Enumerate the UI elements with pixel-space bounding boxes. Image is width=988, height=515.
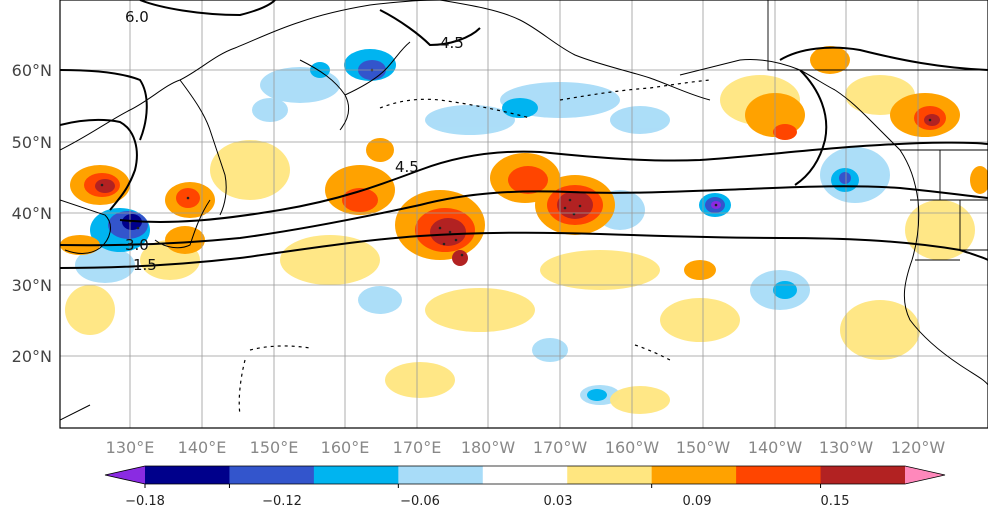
lon-tick-label: 160°W: [605, 438, 660, 457]
colorbar-tick-label: 0.09: [683, 494, 712, 509]
lon-tick-label: 170°W: [533, 438, 588, 457]
lon-tick-label: 130°E: [106, 438, 155, 457]
plot-frame: [59, 0, 988, 429]
colorbar-segment: [145, 466, 230, 484]
lon-tick-label: 130°W: [819, 438, 874, 457]
colorbar-tick-label: 0.03: [544, 494, 573, 509]
contour-label: 4.5: [395, 158, 419, 176]
lon-tick-label: 150°W: [676, 438, 731, 457]
contour-label: 6.0: [125, 8, 149, 26]
lat-tick-label: 40°N: [12, 204, 52, 223]
lon-tick-label: 140°W: [748, 438, 803, 457]
map-area: [60, 0, 988, 428]
contour-label: 1.5: [133, 256, 157, 274]
political-borders: [767, 0, 988, 261]
colorbar-segment: [820, 466, 906, 484]
colorbar-extend-max: [905, 466, 945, 484]
lon-tick-label: 160°E: [321, 438, 370, 457]
colorbar-tick-label: −0.18: [125, 494, 165, 509]
longitude-axis: 130°E 140°E 150°E 160°E 170°E 180°W 170°…: [106, 438, 946, 457]
colorbar-segment: [482, 466, 568, 484]
anomaly-shading: [60, 46, 988, 414]
colorbar-segment: [229, 466, 315, 484]
lon-tick-label: 150°E: [250, 438, 299, 457]
lat-tick-label: 20°N: [12, 347, 52, 366]
lat-tick-label: 30°N: [12, 276, 52, 295]
colorbar-tick-labels: −0.18 −0.12 −0.06 0.03 0.09 0.15: [125, 494, 849, 509]
coastlines: [60, 0, 988, 421]
lon-tick-label: 120°W: [891, 438, 946, 457]
colorbar-segment: [651, 466, 737, 484]
colorbar-extend-min: [105, 466, 145, 484]
island-chains: [238, 79, 711, 416]
lat-tick-label: 50°N: [12, 133, 52, 152]
lon-tick-label: 170°E: [393, 438, 442, 457]
lat-tick-label: 60°N: [12, 61, 52, 80]
colorbar-segment: [313, 466, 399, 484]
colorbar-tick-label: −0.12: [262, 494, 302, 509]
colorbar-segment: [567, 466, 653, 484]
lon-tick-label: 180°W: [461, 438, 516, 457]
colorbar: [104, 465, 946, 488]
contour-label: 3.0: [125, 236, 149, 254]
contour-lines: [60, 0, 988, 269]
contour-label: 4.5: [440, 34, 464, 52]
lon-tick-label: 140°E: [178, 438, 227, 457]
colorbar-tick-label: 0.15: [821, 494, 850, 509]
colorbar-segment: [736, 466, 822, 484]
contour-label-group: 6.0 4.5 4.5 3.0 1.5: [125, 8, 464, 274]
colorbar-segment: [398, 466, 484, 484]
colorbar-tick-label: −0.06: [400, 494, 440, 509]
latitude-axis: 60°N 50°N 40°N 30°N 20°N: [12, 61, 52, 366]
